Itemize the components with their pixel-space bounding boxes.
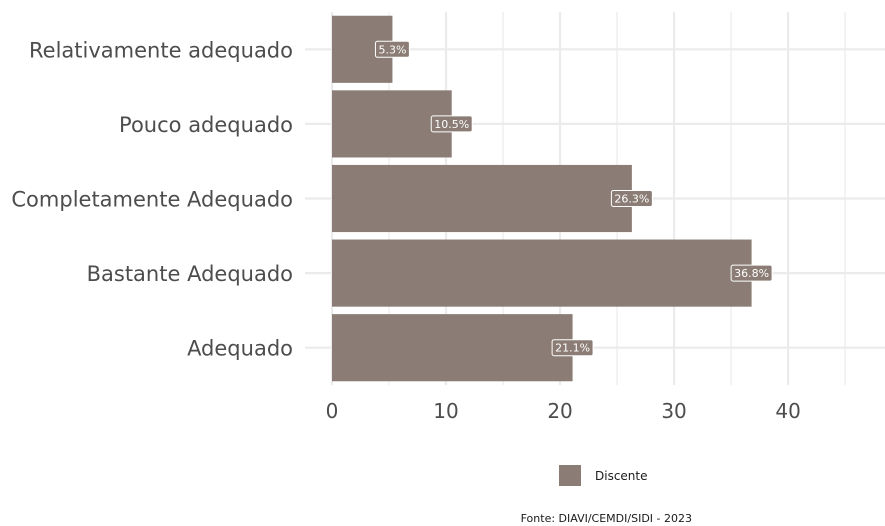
x-tick-label: 10 — [433, 399, 458, 423]
x-tick-label: 30 — [661, 399, 686, 423]
data-label: 26.3% — [614, 193, 649, 206]
category-label: Bastante Adequado — [87, 262, 293, 286]
bar — [332, 164, 632, 233]
category-label: Pouco adequado — [119, 113, 293, 137]
data-label: 5.3% — [378, 43, 406, 56]
y-axis-labels: Adequado Bastante Adequado Completamente A… — [11, 38, 293, 360]
bars — [332, 15, 752, 382]
data-label: 10.5% — [434, 118, 469, 131]
category-label: Adequado — [187, 337, 293, 361]
x-tick-label: 0 — [326, 399, 339, 423]
legend-key-discente — [559, 465, 581, 486]
data-label: 36.8% — [734, 267, 769, 280]
data-label-box — [430, 115, 473, 133]
data-label-box — [551, 339, 594, 357]
x-tick-label: 40 — [775, 399, 800, 423]
bar — [332, 314, 573, 382]
data-label: 21.1% — [555, 342, 590, 355]
data-label-box — [374, 40, 410, 58]
bar — [332, 239, 752, 307]
x-tick-label: 20 — [547, 399, 572, 423]
data-label-box — [730, 264, 773, 282]
data-label-box — [610, 190, 653, 207]
data-labels: 21.1% 36.8% 26.3% 10.5% 5.3% — [374, 40, 773, 357]
legend: Discente — [559, 465, 648, 486]
x-axis-ticks: 0 10 20 30 40 — [326, 399, 801, 423]
chart-caption: Fonte: DIAVI/CEMDI/SIDI - 2023 — [520, 512, 692, 525]
category-label: Relativamente adequado — [29, 38, 293, 62]
legend-label-discente: Discente — [595, 468, 648, 483]
category-label: Completamente Adequado — [11, 188, 293, 212]
